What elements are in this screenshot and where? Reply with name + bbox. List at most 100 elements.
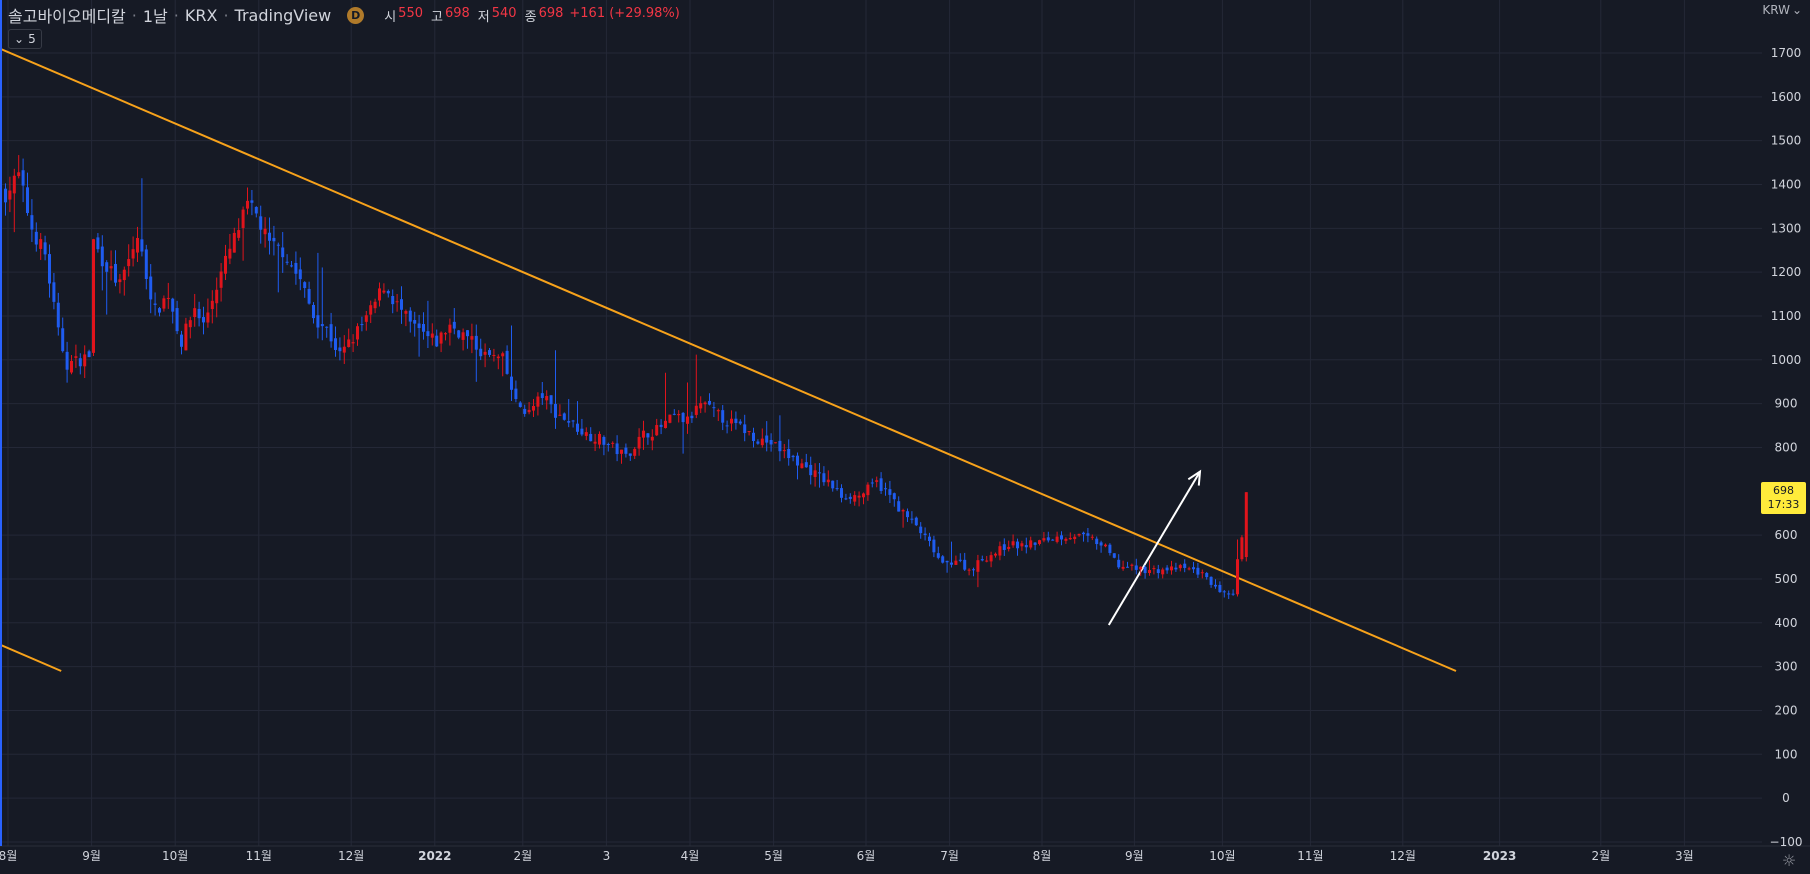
candle-body	[769, 439, 773, 445]
settings-gear-icon[interactable]: ☼	[1781, 851, 1797, 870]
grid	[0, 0, 1762, 846]
candle-body	[144, 249, 148, 280]
y-tick-label: 0	[1782, 791, 1790, 805]
candle-body	[65, 351, 69, 370]
y-tick-label: 1600	[1771, 90, 1802, 104]
candle-body	[259, 216, 263, 230]
y-tick-label: 1200	[1771, 265, 1802, 279]
candle-body	[813, 470, 817, 477]
candle-body	[910, 518, 914, 520]
candle-body	[122, 269, 126, 281]
candle-body	[1121, 566, 1125, 569]
candle-body	[228, 248, 232, 259]
candle-body	[1051, 539, 1055, 541]
candle-body	[404, 311, 408, 314]
candle-body	[901, 510, 905, 512]
breakout-arrow[interactable]	[1107, 471, 1201, 626]
candle-body	[760, 438, 764, 446]
candle-body	[492, 355, 496, 357]
y-tick-label: 300	[1775, 660, 1798, 674]
provider-label: TradingView	[234, 5, 332, 25]
candle-body	[435, 335, 439, 347]
candle-body	[1192, 567, 1195, 570]
data-badge-icon[interactable]: D	[347, 6, 365, 24]
candle-body	[1209, 576, 1213, 585]
candle-body	[52, 282, 56, 302]
candle-body	[576, 423, 579, 432]
candle-body	[448, 324, 452, 333]
price-axis-bg[interactable]	[1762, 0, 1810, 874]
close-value: 698	[538, 5, 564, 21]
arrow-head	[1187, 469, 1202, 486]
candle-body	[703, 402, 707, 405]
descending-trendline[interactable]	[0, 47, 1457, 672]
candle-body	[523, 408, 527, 414]
candle-body	[725, 425, 729, 427]
lower-trendline[interactable]	[0, 643, 62, 672]
candle-body	[1227, 593, 1231, 595]
candle-body	[549, 395, 553, 405]
candle-body	[56, 302, 60, 328]
candle-body	[862, 493, 865, 498]
currency-selector[interactable]: KRW ⌄	[1762, 3, 1802, 17]
symbol-name[interactable]: 솔고바이오메디칼	[8, 7, 126, 26]
candle-body	[452, 321, 456, 329]
candle-body	[989, 555, 993, 562]
candle-body	[479, 348, 483, 357]
candle-body	[919, 526, 923, 534]
x-tick-label: 7월	[940, 849, 959, 863]
interval-label[interactable]: 1날	[142, 7, 168, 26]
candle-body	[246, 200, 249, 209]
candle-body	[378, 288, 381, 301]
candle-body	[562, 413, 566, 420]
candle-body	[554, 403, 557, 418]
candle-body	[796, 455, 799, 466]
candle-body	[936, 553, 940, 558]
candle-body	[1024, 545, 1028, 548]
candle-body	[655, 425, 659, 436]
indicator-collapse-button[interactable]: ⌄ 5	[8, 29, 42, 49]
candle-body	[1174, 567, 1178, 570]
candle-body	[664, 420, 667, 429]
trendline-layer[interactable]	[0, 47, 1457, 672]
candle-body	[356, 326, 359, 340]
y-tick-label: 1500	[1771, 134, 1802, 148]
candle-body	[712, 407, 716, 409]
candle-body	[778, 440, 782, 452]
y-tick-label: 1000	[1771, 353, 1802, 367]
candle-body	[382, 290, 386, 293]
candle-body	[197, 308, 201, 319]
indicator-count: 5	[28, 32, 36, 46]
candle-body	[351, 342, 355, 344]
y-tick-label: 1300	[1771, 221, 1802, 235]
candle-body	[1038, 540, 1041, 544]
candle-body	[826, 479, 830, 483]
candle-body	[914, 517, 918, 526]
candle-body	[92, 239, 95, 353]
chevron-down-icon: ⌄	[14, 32, 25, 46]
candle-body	[1064, 538, 1068, 541]
candle-body	[668, 414, 672, 423]
candle-body	[1161, 569, 1165, 575]
candle-body	[39, 239, 43, 249]
x-tick-label: 12월	[338, 849, 364, 863]
candle-body	[822, 473, 826, 483]
ohlc-values: 시 550 고 698 저 540 종 698 +161 (+29.98%)	[378, 6, 680, 25]
candle-body	[298, 269, 302, 280]
candle-body	[1104, 544, 1107, 547]
candle-body	[329, 324, 333, 342]
time-axis-bg[interactable]	[0, 846, 1810, 874]
candle-body	[457, 330, 461, 338]
y-tick-label: 400	[1775, 616, 1798, 630]
x-tick-label: 6월	[857, 849, 876, 863]
candle-body	[158, 308, 161, 313]
candle-body	[417, 323, 421, 329]
candle-body	[879, 478, 883, 491]
x-tick-label: 11월	[1297, 849, 1323, 863]
candle-body	[875, 480, 879, 482]
candle-body	[818, 472, 821, 474]
candle-body	[787, 449, 791, 459]
candle-body	[496, 356, 500, 359]
candle-body	[400, 299, 403, 310]
